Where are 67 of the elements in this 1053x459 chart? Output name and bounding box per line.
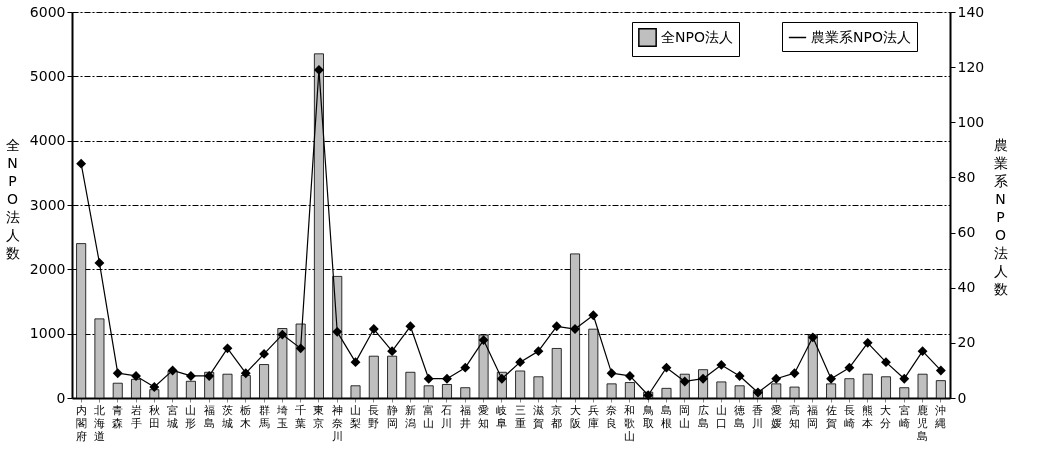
x-tick-label: 長野 [368, 403, 380, 430]
x-tick-label: 岡山 [679, 403, 691, 430]
x-tick-label: 兵庫 [587, 403, 599, 430]
x-tick-label: 鹿児島 [917, 403, 929, 443]
x-tick-label: 宮崎 [898, 403, 910, 430]
y2-tick-label: 40 [957, 279, 976, 296]
x-tick-label: 山梨 [350, 403, 362, 430]
y2-tick-label: 140 [957, 3, 985, 20]
x-tick-label: 秋田 [148, 403, 160, 430]
x-tick-label: 三重 [514, 403, 526, 430]
x-tick-label: 京都 [551, 403, 563, 430]
y-tick-label: 3000 [29, 196, 66, 213]
x-tick-label: 福井 [459, 403, 471, 430]
x-tick-label: 山形 [185, 403, 197, 430]
y2-tick-label: 0 [957, 389, 967, 406]
y-tick-label: 6000 [29, 3, 66, 20]
x-tick-label: 愛知 [478, 403, 490, 430]
x-tick-label: 広島 [697, 403, 709, 430]
legend-label: 全NPO法人 [661, 28, 733, 45]
x-tick-label: 香川 [752, 403, 764, 430]
x-tick-label: 神奈川 [331, 403, 343, 443]
x-tick-label: 愛媛 [770, 403, 782, 430]
x-tick-label: 栃木 [240, 403, 252, 430]
x-tick-label: 長崎 [843, 403, 855, 430]
x-tick-label: 岐阜 [496, 403, 508, 430]
x-tick-label: 東京 [313, 403, 325, 430]
x-tick-label: 和歌山 [624, 403, 636, 443]
x-tick-label: 鳥取 [641, 403, 654, 430]
y2-tick-label: 60 [957, 224, 976, 241]
y2-tick-label: 100 [957, 113, 985, 130]
x-tick-label: 熊本 [862, 403, 874, 430]
x-tick-label: 山口 [715, 403, 727, 430]
x-tick-label: 千葉 [295, 403, 307, 430]
x-tick-label: 新潟 [404, 403, 416, 430]
y-tick-label: 4000 [29, 132, 66, 149]
y-tick-label: 5000 [29, 67, 66, 84]
x-tick-label: 高知 [789, 403, 801, 430]
x-tick-label: 島根 [660, 403, 672, 430]
x-tick-label: 埼玉 [275, 403, 288, 430]
x-tick-label: 福島 [203, 403, 215, 430]
text: 農業系NPO法人数 [993, 136, 1008, 297]
x-tick-label: 富山 [423, 403, 435, 430]
y-tick-label: 1000 [29, 325, 66, 342]
x-tick-label: 佐賀 [825, 403, 837, 430]
x-tick-label: 静岡 [386, 403, 398, 430]
x-tick-label: 沖縄 [934, 403, 947, 430]
x-tick-label: 大阪 [569, 403, 581, 430]
y2-tick-label: 80 [957, 168, 976, 185]
x-tick-label: 滋賀 [532, 403, 544, 430]
y2-tick-label: 120 [957, 58, 985, 75]
x-tick-label: 奈良 [606, 403, 618, 430]
x-tick-label: 石川 [441, 403, 453, 430]
x-tick-label: 内閣府 [75, 403, 87, 443]
y2-tick-label: 20 [957, 334, 976, 351]
x-tick-label: 福岡 [807, 403, 819, 430]
x-tick-label: 北海道 [93, 403, 105, 443]
y-tick-label: 0 [56, 389, 66, 406]
x-tick-label: 大分 [880, 403, 892, 430]
x-tick-label: 徳島 [734, 403, 746, 430]
x-tick-label: 青森 [112, 403, 124, 430]
x-tick-label: 岩手 [130, 403, 142, 430]
x-tick-label: 宮城 [166, 403, 179, 430]
x-tick-label: 茨城 [220, 403, 233, 430]
y-tick-label: 2000 [29, 260, 66, 277]
legend-label: 農業系NPO法人 [811, 28, 911, 45]
x-tick-label: 群馬 [257, 403, 270, 430]
y-axis-title: 全NPO法人数 [5, 136, 20, 261]
